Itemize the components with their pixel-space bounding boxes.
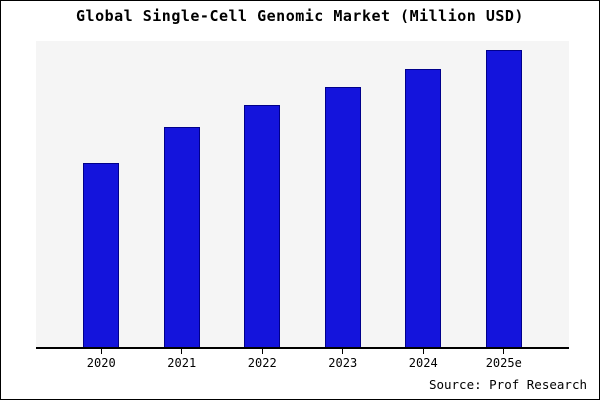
bar-column-2024 (383, 41, 464, 347)
chart-title: Global Single-Cell Genomic Market (Milli… (76, 7, 524, 25)
source-credit: Source: Prof Research (428, 377, 587, 392)
bar-2020 (83, 163, 120, 347)
x-tick-2023 (342, 349, 344, 354)
bar-2024 (405, 68, 442, 347)
bar-column-2022 (222, 41, 303, 347)
tick-cell-2025e (464, 349, 545, 354)
x-label-2025e: 2025e (485, 356, 522, 370)
x-tick-2022 (261, 349, 263, 354)
tick-cell-2020 (61, 349, 142, 354)
bars-container (36, 41, 569, 347)
tick-cell-2024 (383, 349, 464, 354)
x-label-2022: 2022 (247, 356, 277, 370)
tick-cell-2023 (303, 349, 384, 354)
x-tick-2024 (422, 349, 424, 354)
x-tick-2020 (100, 349, 102, 354)
bar-column-2021 (142, 41, 223, 347)
bar-column-2025e (464, 41, 545, 347)
x-label-2021: 2021 (167, 356, 197, 370)
x-axis-ticks (36, 349, 569, 354)
x-tick-2025e (503, 349, 505, 354)
bar-2025e (485, 50, 522, 347)
x-tick-2021 (181, 349, 183, 354)
tick-cell-2021 (142, 349, 223, 354)
x-label-2023: 2023 (328, 356, 358, 370)
bar-2021 (163, 126, 200, 347)
bar-column-2020 (61, 41, 142, 347)
bar-2023 (324, 86, 361, 347)
x-axis-labels: 2020 2021 2022 2023 2024 2025e (36, 356, 569, 370)
x-label-2020: 2020 (86, 356, 116, 370)
bar-2022 (244, 105, 281, 347)
tick-cell-2022 (222, 349, 303, 354)
bar-column-2023 (303, 41, 384, 347)
plot-area (36, 41, 569, 349)
x-label-2024: 2024 (408, 356, 438, 370)
